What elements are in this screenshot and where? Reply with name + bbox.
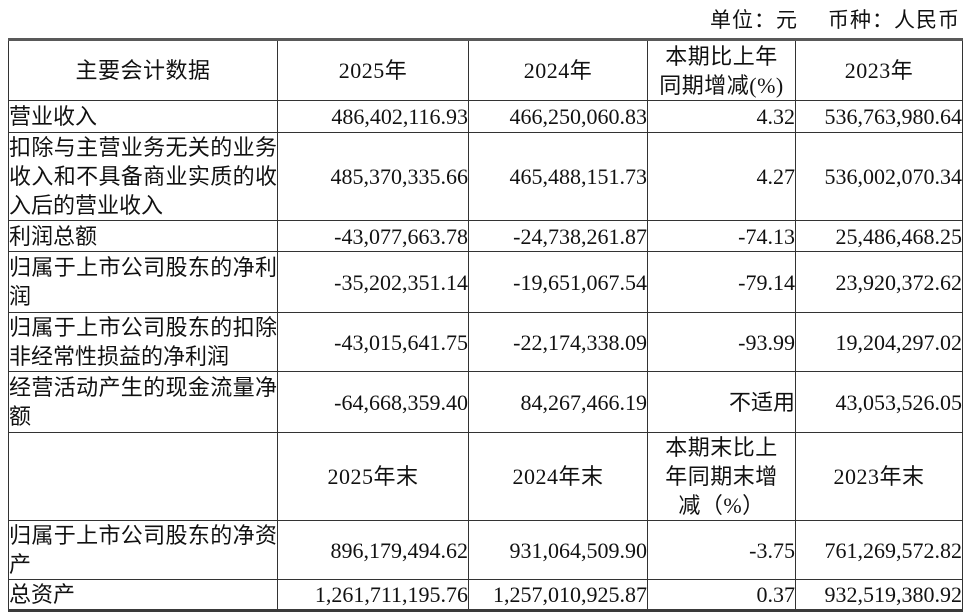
row-label: 经营活动产生的现金流量净额	[8, 371, 278, 433]
value-2023: 536,763,980.64	[795, 100, 963, 133]
value-2023: 932,519,380.92	[795, 579, 963, 611]
value-2025: 486,402,116.93	[277, 100, 469, 133]
value-2025: 1,261,711,195.76	[277, 579, 469, 611]
row-label: 扣除与主营业务无关的业务收入和不具备商业实质的收入后的营业收入	[8, 132, 278, 221]
table-row-net-assets: 归属于上市公司股东的净资产 896,179,494.62 931,064,509…	[8, 520, 963, 580]
header-empty	[8, 432, 278, 521]
value-change: -79.14	[647, 251, 796, 313]
key-accounting-data-table: 主要会计数据 2025年 2024年 本期比上年 同期增减(%) 2023年 营…	[8, 38, 963, 612]
value-2023: 23,920,372.62	[795, 251, 963, 313]
table-header-row-annual: 主要会计数据 2025年 2024年 本期比上年 同期增减(%) 2023年	[8, 39, 963, 101]
table-row-net-profit-excl-nonrecurring: 归属于上市公司股东的扣除非经常性损益的净利润 -43,015,641.75 -2…	[8, 312, 963, 372]
row-label: 总资产	[8, 579, 278, 611]
header-2024-end: 2024年末	[468, 432, 648, 521]
table-row-total-assets: 总资产 1,261,711,195.76 1,257,010,925.87 0.…	[8, 579, 963, 611]
value-2024: 465,488,151.73	[468, 132, 648, 221]
value-change: -74.13	[647, 220, 796, 252]
value-2025: -64,668,359.40	[277, 371, 469, 433]
currency-note: 币种：人民币	[828, 8, 960, 32]
value-2024: -24,738,261.87	[468, 220, 648, 252]
table-row-net-profit: 归属于上市公司股东的净利润 -35,202,351.14 -19,651,067…	[8, 251, 963, 313]
header-2023: 2023年	[795, 39, 963, 101]
value-2024: 466,250,060.83	[468, 100, 648, 133]
value-change: -93.99	[647, 312, 796, 372]
value-2024: 931,064,509.90	[468, 520, 648, 580]
table-row-operating-cash-flow: 经营活动产生的现金流量净额 -64,668,359.40 84,267,466.…	[8, 371, 963, 433]
row-label: 归属于上市公司股东的扣除非经常性损益的净利润	[8, 312, 278, 372]
header-2024: 2024年	[468, 39, 648, 101]
value-change: 不适用	[647, 371, 796, 433]
unit-currency-note: 单位：元 币种：人民币	[0, 0, 970, 38]
table-header-row-period-end: 2025年末 2024年末 本期末比上 年同期末增 减（%） 2023年末	[8, 432, 963, 521]
value-2025: 485,370,335.66	[277, 132, 469, 221]
table-row-adjusted-revenue: 扣除与主营业务无关的业务收入和不具备商业实质的收入后的营业收入 485,370,…	[8, 132, 963, 221]
header-yoy-change: 本期比上年 同期增减(%)	[647, 39, 796, 101]
value-change: 4.27	[647, 132, 796, 221]
row-label: 归属于上市公司股东的净资产	[8, 520, 278, 580]
value-2023: 25,486,468.25	[795, 220, 963, 252]
row-label: 归属于上市公司股东的净利润	[8, 251, 278, 313]
header-main-label: 主要会计数据	[8, 39, 278, 101]
value-change: -3.75	[647, 520, 796, 580]
value-2023: 19,204,297.02	[795, 312, 963, 372]
value-2025: -43,015,641.75	[277, 312, 469, 372]
value-2024: 84,267,466.19	[468, 371, 648, 433]
header-2025: 2025年	[277, 39, 469, 101]
value-change: 0.37	[647, 579, 796, 611]
value-2023: 536,002,070.34	[795, 132, 963, 221]
table-row-total-profit: 利润总额 -43,077,663.78 -24,738,261.87 -74.1…	[8, 220, 963, 252]
value-2023: 761,269,572.82	[795, 520, 963, 580]
row-label: 营业收入	[8, 100, 278, 133]
value-2023: 43,053,526.05	[795, 371, 963, 433]
header-2023-end: 2023年末	[795, 432, 963, 521]
value-2025: -43,077,663.78	[277, 220, 469, 252]
value-2025: 896,179,494.62	[277, 520, 469, 580]
value-2024: -19,651,067.54	[468, 251, 648, 313]
header-period-end-change: 本期末比上 年同期末增 减（%）	[647, 432, 796, 521]
value-change: 4.32	[647, 100, 796, 133]
value-2024: -22,174,338.09	[468, 312, 648, 372]
row-label: 利润总额	[8, 220, 278, 252]
value-2024: 1,257,010,925.87	[468, 579, 648, 611]
unit-note: 单位：元	[710, 8, 798, 32]
table-row-revenue: 营业收入 486,402,116.93 466,250,060.83 4.32 …	[8, 100, 963, 133]
header-2025-end: 2025年末	[277, 432, 469, 521]
value-2025: -35,202,351.14	[277, 251, 469, 313]
